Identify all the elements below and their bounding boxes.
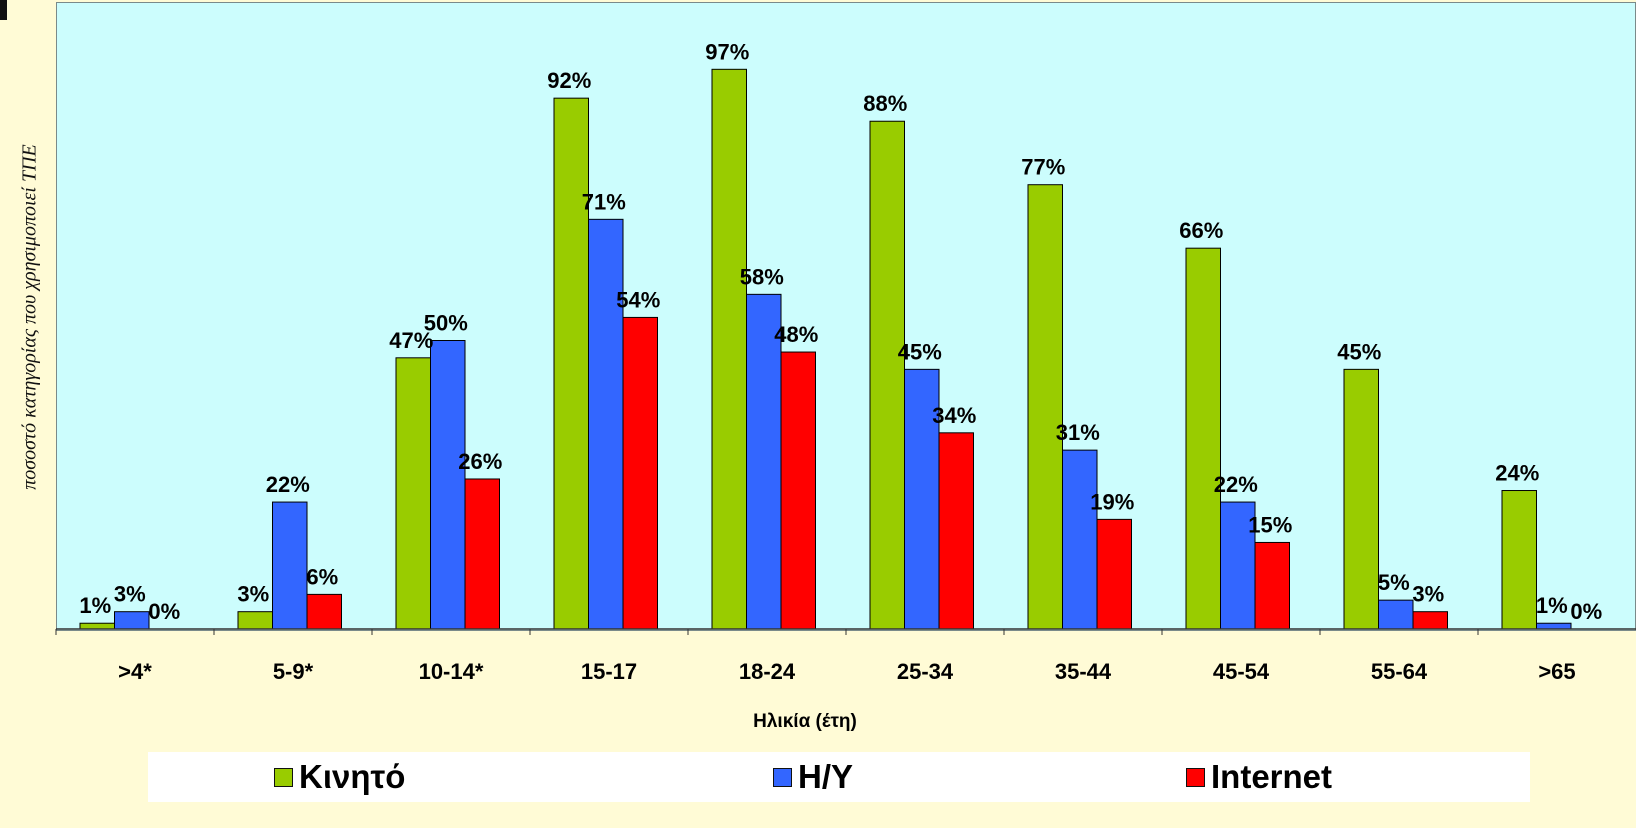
bar-mobile-3 — [553, 97, 589, 630]
x-tick-label: 45-54 — [1213, 659, 1270, 684]
bar-internet-3 — [622, 316, 658, 630]
legend-item-mobile: Κινητό — [274, 752, 405, 802]
data-label-internet-5: 34% — [932, 403, 976, 428]
x-tick-label: 15-17 — [581, 659, 637, 684]
data-label-internet-0: 0% — [148, 599, 180, 624]
bar-internet-4 — [780, 351, 816, 630]
legend-label-internet: Internet — [1211, 758, 1333, 795]
x-tick-label: 35-44 — [1055, 659, 1112, 684]
x-tick-label: 10-14* — [419, 659, 484, 684]
data-label-pc-0: 3% — [114, 582, 146, 607]
x-tick-label: 5-9* — [273, 659, 314, 684]
data-label-internet-9: 0% — [1570, 599, 1602, 624]
data-label-pc-6: 31% — [1056, 420, 1100, 445]
data-label-mobile-4: 97% — [705, 39, 749, 64]
data-label-mobile-6: 77% — [1021, 155, 1065, 180]
bar-pc-8 — [1378, 599, 1414, 630]
data-label-pc-3: 71% — [582, 189, 626, 214]
data-label-pc-9: 1% — [1536, 593, 1568, 618]
data-label-mobile-3: 92% — [547, 68, 591, 93]
bar-internet-7 — [1254, 541, 1290, 630]
bar-mobile-7 — [1185, 247, 1221, 630]
data-label-mobile-7: 66% — [1179, 218, 1223, 243]
x-axis-label: Ηλικία (έτη) — [753, 711, 857, 732]
legend: Κινητό Η/Υ Internet — [148, 752, 1530, 802]
x-tick-label: 18-24 — [739, 659, 796, 684]
bar-mobile-5 — [869, 120, 905, 630]
legend-label-mobile: Κινητό — [299, 758, 406, 795]
bar-internet-5 — [938, 432, 974, 630]
data-label-internet-3: 54% — [616, 287, 660, 312]
bar-internet-2 — [464, 478, 500, 630]
data-label-pc-5: 45% — [898, 339, 942, 364]
bar-pc-4 — [746, 293, 782, 630]
bar-pc-6 — [1062, 449, 1098, 630]
bar-internet-8 — [1412, 611, 1448, 630]
data-label-mobile-9: 24% — [1495, 461, 1539, 486]
data-label-internet-6: 19% — [1090, 489, 1134, 514]
bar-mobile-0 — [79, 622, 115, 630]
bar-mobile-2 — [395, 357, 431, 630]
data-label-mobile-0: 1% — [79, 593, 111, 618]
bar-pc-3 — [588, 218, 624, 630]
data-label-mobile-5: 88% — [863, 91, 907, 116]
data-label-internet-2: 26% — [458, 449, 502, 474]
bar-internet-6 — [1096, 518, 1132, 630]
x-tick-label: >4* — [118, 659, 152, 684]
bar-pc-2 — [430, 340, 466, 630]
data-label-internet-8: 3% — [1412, 582, 1444, 607]
data-label-internet-4: 48% — [774, 322, 818, 347]
corner-mark — [0, 0, 7, 20]
data-label-internet-1: 6% — [306, 564, 338, 589]
data-label-mobile-8: 45% — [1337, 339, 1381, 364]
bar-mobile-6 — [1027, 184, 1063, 630]
legend-label-pc: Η/Υ — [798, 758, 854, 795]
data-label-mobile-2: 47% — [389, 328, 433, 353]
data-label-mobile-1: 3% — [237, 582, 269, 607]
data-label-pc-8: 5% — [1378, 570, 1410, 595]
legend-item-pc: Η/Υ — [773, 752, 853, 802]
data-label-pc-7: 22% — [1214, 472, 1258, 497]
legend-swatch-pc — [773, 767, 792, 787]
legend-swatch-internet — [1186, 767, 1205, 787]
bar-pc-0 — [114, 611, 150, 630]
data-label-pc-1: 22% — [266, 472, 310, 497]
data-label-pc-4: 58% — [740, 264, 784, 289]
bar-mobile-8 — [1343, 368, 1379, 630]
bar-internet-1 — [306, 593, 342, 630]
bar-mobile-9 — [1501, 490, 1537, 630]
legend-swatch-mobile — [274, 767, 293, 787]
data-label-internet-7: 15% — [1248, 512, 1292, 537]
legend-item-internet: Internet — [1186, 752, 1332, 802]
bar-mobile-4 — [711, 68, 747, 630]
x-tick-label: 55-64 — [1371, 659, 1428, 684]
x-tick-label: 25-34 — [897, 659, 954, 684]
x-tick-label: >65 — [1538, 659, 1575, 684]
bar-mobile-1 — [237, 611, 273, 630]
bar-pc-9 — [1536, 622, 1572, 630]
data-label-pc-2: 50% — [424, 311, 468, 336]
bar-pc-1 — [272, 501, 308, 630]
